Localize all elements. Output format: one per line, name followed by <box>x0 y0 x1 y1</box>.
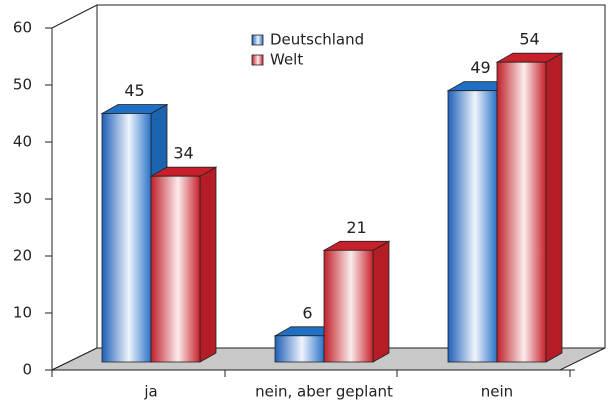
y-tick-label: 10 <box>13 304 32 322</box>
legend-swatch <box>251 54 264 66</box>
value-label: 6 <box>302 303 312 322</box>
bar-side <box>545 52 563 363</box>
y-tick-label: 40 <box>13 133 32 151</box>
legend-swatch <box>251 34 264 46</box>
bar <box>274 335 325 363</box>
value-label: 49 <box>470 58 490 77</box>
y-tick-label: 30 <box>13 190 32 208</box>
bar <box>323 249 374 363</box>
value-label: 21 <box>346 218 366 237</box>
bar <box>150 175 201 363</box>
legend-label: Deutschland <box>270 31 364 49</box>
bar <box>101 113 152 363</box>
bar <box>496 61 547 363</box>
y-tick-label: 60 <box>13 19 32 37</box>
value-label: 45 <box>124 81 144 100</box>
y-tick-label: 50 <box>13 76 32 94</box>
bar-side <box>199 166 217 363</box>
legend-label: Welt <box>270 51 303 69</box>
bar-side <box>372 240 390 363</box>
x-tick-label: nein <box>481 383 513 401</box>
value-label: 54 <box>519 30 539 49</box>
bar <box>447 90 498 363</box>
y-tick-label: 0 <box>22 361 32 379</box>
y-tick-label: 20 <box>13 247 32 265</box>
x-tick-label: nein, aber geplant <box>255 383 393 401</box>
x-tick-label: ja <box>143 383 157 401</box>
value-label: 34 <box>173 144 193 163</box>
